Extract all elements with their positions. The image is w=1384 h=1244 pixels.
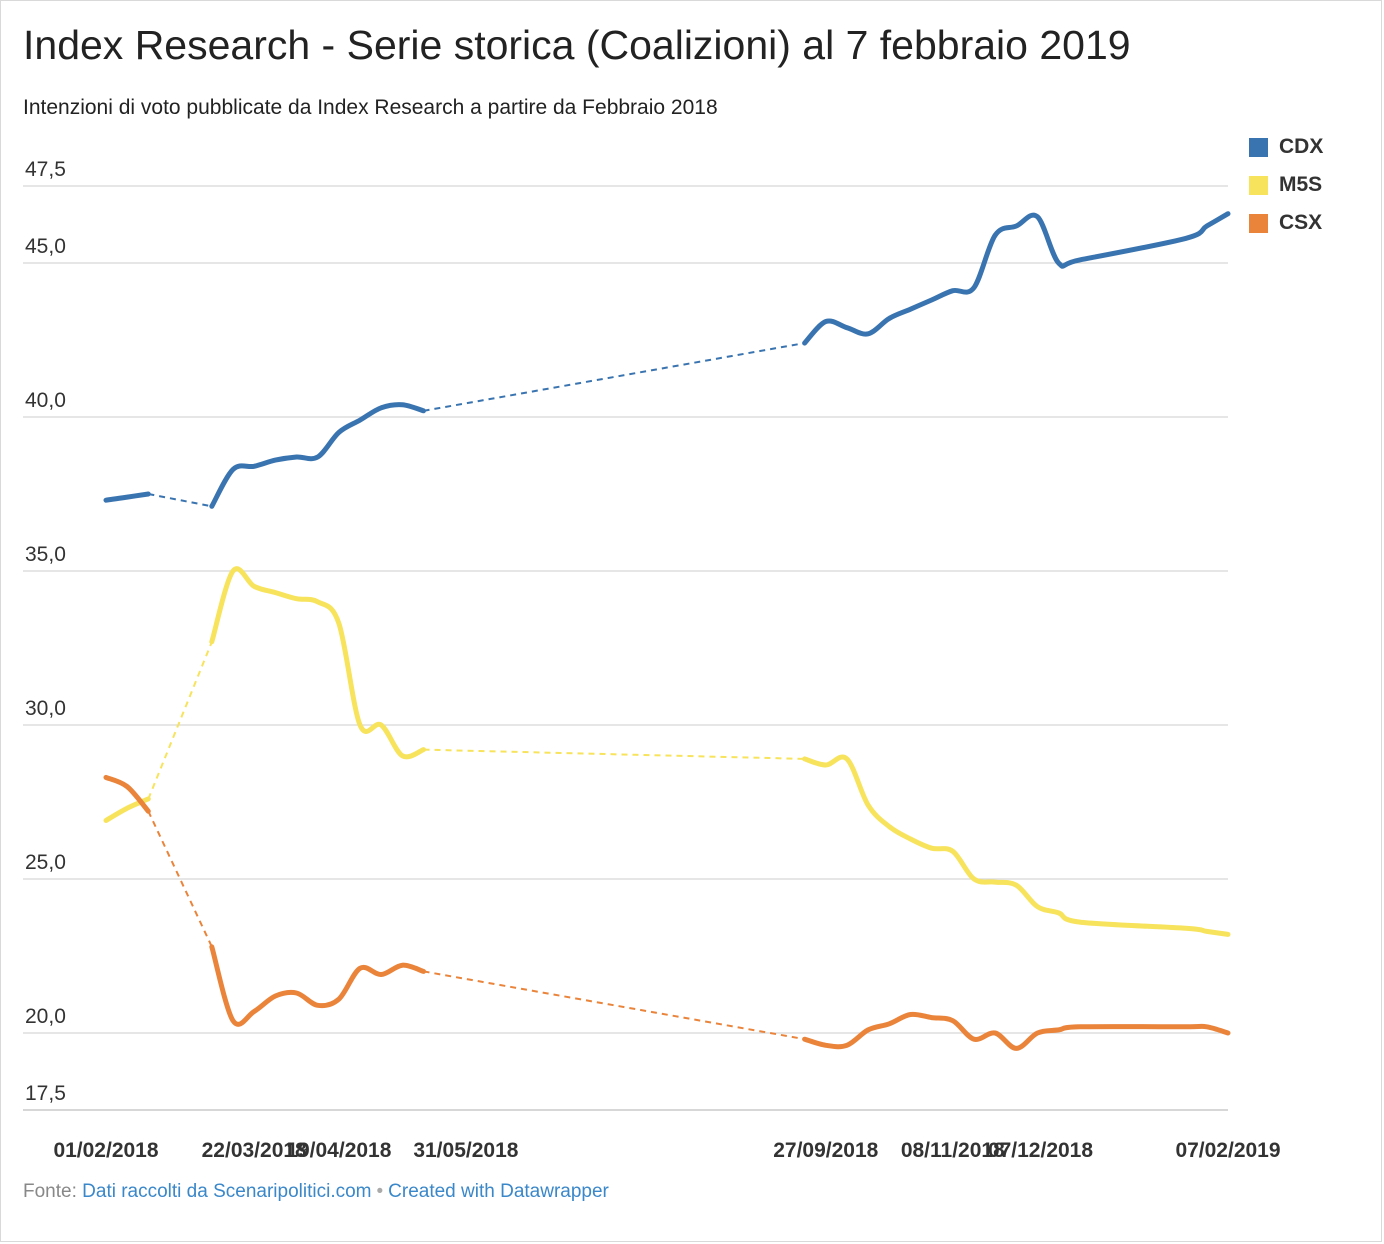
x-tick-label: 07/02/2019 [1175, 1139, 1280, 1162]
legend-item-csx: CSX [1249, 204, 1323, 242]
legend-swatch-csx [1249, 213, 1268, 233]
chart-title: Index Research - Serie storica (Coalizio… [23, 22, 1131, 68]
legend: CDX M5S CSX [1249, 128, 1323, 242]
gap-connector-m5s [147, 641, 213, 800]
legend-swatch-m5s [1249, 175, 1268, 195]
series-line-m5s [209, 566, 426, 760]
series-line-csx [802, 1011, 1231, 1051]
series-line-m5s [103, 796, 151, 823]
legend-label-m5s: M5S [1279, 173, 1323, 196]
legend-label-csx: CSX [1279, 211, 1323, 234]
gap-connector-cdx [423, 342, 805, 412]
series-line-cdx [802, 211, 1231, 346]
x-tick-label: 27/09/2018 [773, 1139, 878, 1162]
footer-separator: • [376, 1181, 384, 1202]
footer-prefix: Fonte: [23, 1181, 77, 1202]
x-tick-label: 19/04/2018 [286, 1139, 391, 1162]
gap-connector-csx [147, 810, 213, 948]
series-line-cdx [103, 491, 151, 503]
x-tick-label: 08/11/2018 [901, 1139, 1005, 1162]
legend-item-cdx: CDX [1249, 128, 1323, 166]
chart-subtitle: Intenzioni di voto pubblicate da Index R… [23, 96, 718, 119]
series-line-cdx [209, 402, 426, 509]
y-tick-label: 25,0 [25, 851, 66, 874]
source-link[interactable]: Dati raccolti da Scenaripolitici.com [82, 1181, 372, 1202]
gap-connector-m5s [423, 748, 805, 760]
y-tick-label: 17,5 [25, 1082, 66, 1105]
gap-connector-csx [423, 970, 805, 1041]
legend-swatch-cdx [1249, 137, 1268, 157]
series-line-csx [209, 944, 426, 1027]
y-tick-label: 20,0 [25, 1005, 66, 1028]
datawrapper-link[interactable]: Created with Datawrapper [388, 1181, 609, 1202]
gap-connector-cdx [148, 493, 213, 508]
series-line-csx [103, 774, 151, 814]
legend-item-m5s: M5S [1249, 166, 1323, 204]
y-tick-label: 30,0 [25, 697, 66, 720]
x-tick-label: 07/12/2018 [988, 1139, 1093, 1162]
legend-label-cdx: CDX [1279, 135, 1324, 158]
y-tick-label: 35,0 [25, 543, 66, 566]
x-tick-label: 22/03/2018 [202, 1139, 307, 1162]
y-tick-label: 47,5 [25, 158, 66, 181]
x-tick-label: 31/05/2018 [413, 1139, 518, 1162]
footer: Fonte: Dati raccolti da Scenaripolitici.… [23, 1181, 609, 1203]
x-tick-label: 01/02/2018 [53, 1139, 158, 1162]
y-tick-label: 40,0 [25, 389, 66, 412]
series-line-m5s [802, 754, 1231, 937]
y-tick-label: 45,0 [25, 235, 66, 258]
